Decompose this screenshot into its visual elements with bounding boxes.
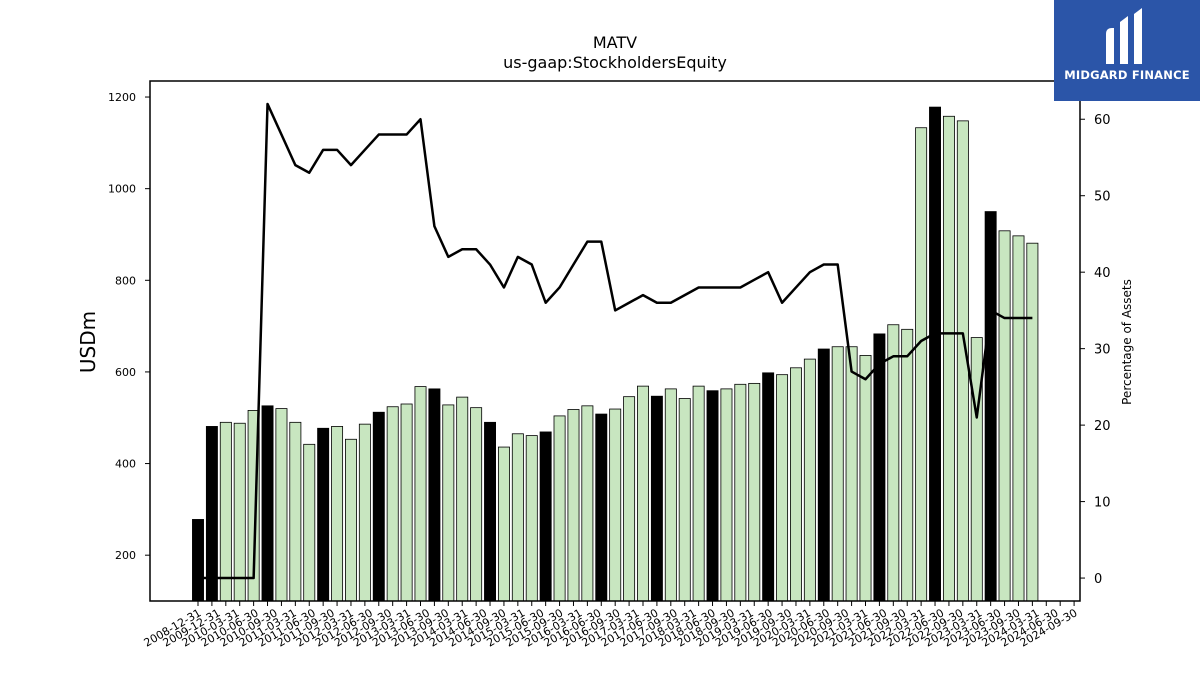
bar: [915, 127, 928, 602]
y2-tick-label: 50: [1094, 190, 1111, 205]
y-tick-label: 1200: [108, 91, 136, 104]
bar: [428, 388, 441, 602]
bar: [595, 413, 608, 602]
bar: [817, 348, 830, 602]
line-group: [198, 102, 1033, 580]
bar: [567, 409, 580, 602]
bar: [414, 386, 427, 602]
bar: [219, 421, 232, 602]
y-tick-label: 600: [115, 366, 136, 379]
bar: [998, 230, 1011, 602]
bar: [442, 404, 455, 602]
bar: [372, 411, 385, 602]
bar: [790, 367, 802, 602]
bar: [887, 324, 900, 602]
bar: [637, 385, 649, 602]
bar: [317, 427, 330, 602]
bar: [845, 346, 858, 602]
y-tick-label: 400: [115, 458, 136, 471]
bar: [539, 431, 552, 602]
bar: [859, 355, 872, 602]
bar: [942, 115, 955, 602]
y2-tick-label: 0: [1094, 572, 1102, 587]
bar: [901, 328, 914, 602]
y2-tick-label: 40: [1094, 266, 1111, 281]
midgard-finance-logo: MIDGARD FINANCE: [1054, 0, 1200, 101]
logo-text: MIDGARD FINANCE: [1064, 68, 1190, 82]
y2-tick-label: 60: [1094, 113, 1111, 128]
bar: [275, 408, 288, 602]
bar: [692, 385, 705, 602]
bar: [748, 382, 761, 602]
bar: [192, 519, 204, 602]
bar: [289, 421, 302, 602]
bar: [470, 407, 483, 602]
bar: [1026, 242, 1039, 602]
bar: [303, 443, 316, 602]
bar: [984, 211, 997, 602]
bar: [609, 408, 622, 602]
x-axis: 2008-12-312009-12-312010-03-312010-06-30…: [142, 601, 1080, 650]
bar: [720, 388, 733, 602]
bar: [581, 405, 594, 602]
logo-mark-icon: [1106, 8, 1142, 64]
bar: [358, 423, 371, 602]
bar: [400, 403, 413, 602]
bar: [345, 438, 357, 602]
bar: [511, 433, 524, 602]
right-axis: 0 10 20 30 40 50 60: [1080, 113, 1111, 587]
y2-tick-label: 30: [1094, 343, 1111, 358]
bar: [734, 383, 747, 602]
bar: [929, 106, 941, 602]
bar: [261, 405, 274, 602]
y2-axis-label: Percentage of Assets: [1120, 279, 1134, 405]
y-axis-label: USDm: [76, 311, 100, 373]
bar: [706, 390, 719, 602]
bar: [650, 395, 663, 602]
bar: [233, 422, 246, 602]
y-tick-label: 800: [115, 274, 136, 287]
chart-subtitle: us-gaap:StockholdersEquity: [503, 53, 727, 72]
bar: [678, 398, 691, 602]
series-line: [198, 102, 1033, 580]
bar: [873, 333, 886, 602]
chart-title: MATV: [593, 33, 637, 52]
bar: [776, 374, 789, 602]
bar: [525, 435, 538, 602]
bar: [803, 358, 816, 602]
bar: [623, 396, 636, 602]
bar: [831, 346, 844, 602]
left-axis: 200 400 600 800 1000 1200: [108, 91, 150, 562]
bar: [497, 446, 510, 602]
bar-group: [192, 106, 1039, 602]
y-tick-label: 1000: [108, 183, 136, 196]
bar: [205, 426, 218, 602]
y-tick-label: 200: [115, 549, 136, 562]
bar: [1012, 235, 1025, 602]
bar: [553, 415, 566, 602]
y2-tick-label: 10: [1094, 496, 1111, 511]
bar: [970, 337, 983, 602]
bar: [762, 372, 775, 602]
bar: [484, 421, 497, 602]
bar: [331, 426, 344, 602]
bar: [664, 388, 677, 602]
bar: [456, 396, 469, 602]
y2-tick-label: 20: [1094, 419, 1111, 434]
bar: [386, 406, 399, 602]
